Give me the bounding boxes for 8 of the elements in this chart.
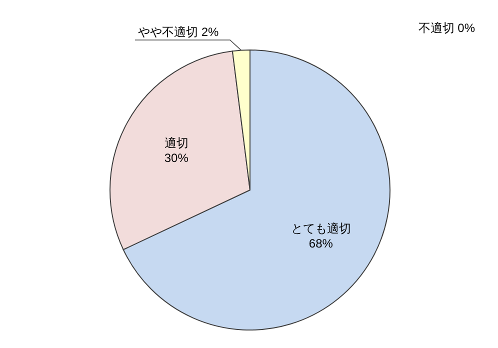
slice-label: とても適切 <box>290 222 351 236</box>
data-label: 68% <box>308 236 334 251</box>
data-label: 2% <box>201 25 219 39</box>
text: 0% <box>458 21 475 35</box>
slice-label: やや不適切 <box>138 25 198 39</box>
category-label: 不適切 <box>418 21 454 35</box>
slice-label: 適切 <box>164 136 188 150</box>
data-label: 30% <box>164 151 189 166</box>
